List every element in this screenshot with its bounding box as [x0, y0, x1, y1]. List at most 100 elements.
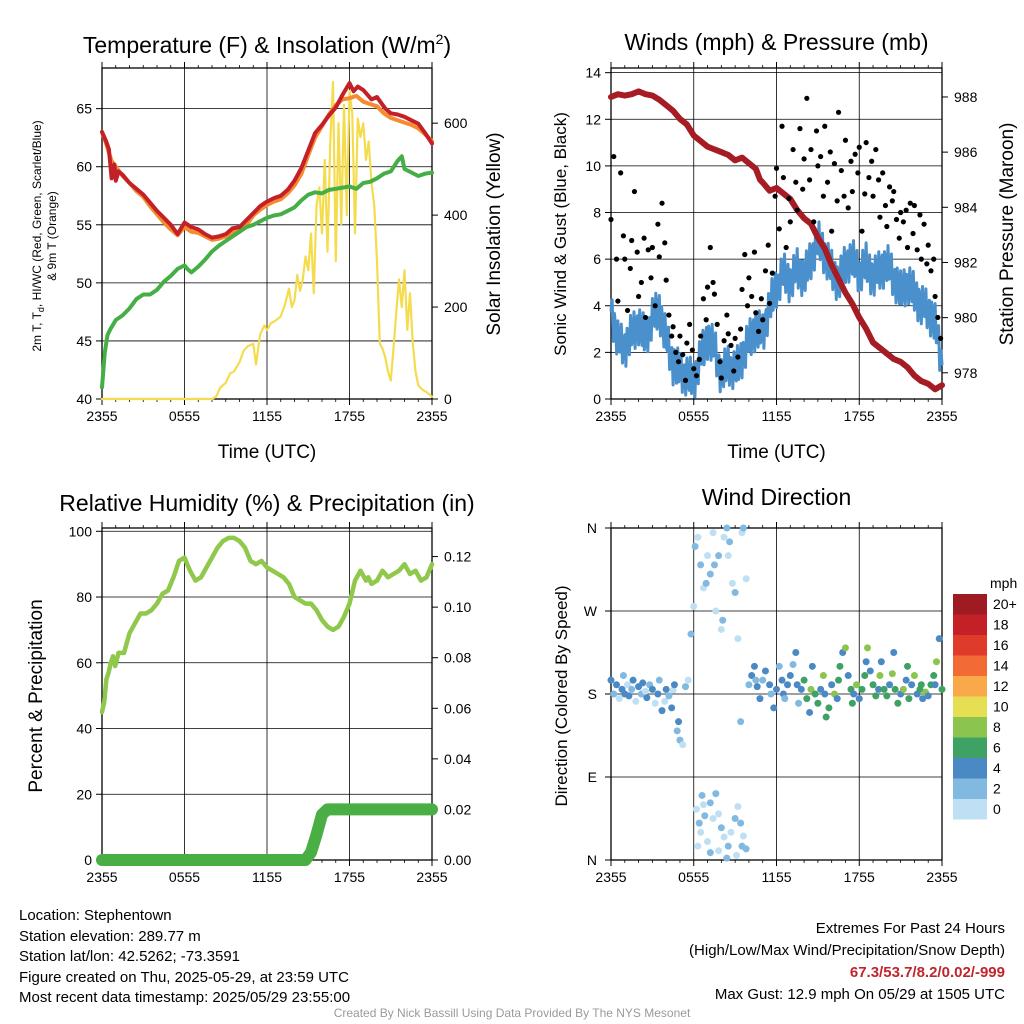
gust-point: [666, 312, 672, 318]
gust-point: [760, 317, 766, 323]
x-tick-label: 2355: [86, 869, 117, 885]
direction-point: [720, 833, 728, 841]
direction-point: [742, 575, 750, 583]
legend-label: 14: [993, 658, 1009, 674]
gust-point: [790, 146, 796, 153]
direction-point: [795, 699, 803, 707]
direction-point: [869, 681, 877, 689]
gust-point: [925, 242, 931, 248]
y2-tick-label: 200: [444, 299, 468, 315]
direction-point: [724, 842, 732, 850]
max-gust-text: Max Gust: 12.9 mph On 05/29 at 1505 UTC: [714, 986, 1005, 1003]
gust-point: [935, 314, 941, 321]
gust-point: [831, 160, 838, 167]
gust-point: [642, 314, 649, 321]
direction-point: [872, 692, 880, 700]
gust-point: [731, 368, 737, 374]
legend-swatch: [953, 676, 987, 697]
gust-point: [818, 153, 824, 160]
x-tick-label: 2355: [416, 869, 447, 885]
gust-point: [732, 335, 738, 341]
direction-point: [706, 849, 714, 857]
direction-point: [715, 810, 723, 818]
direction-point: [673, 727, 681, 735]
y-tick-label: 6: [593, 251, 601, 267]
y-tick-label: 60: [76, 655, 92, 671]
gust-point: [742, 251, 748, 258]
direction-point: [607, 676, 615, 684]
direction-point: [861, 672, 869, 680]
legend-label: 18: [993, 617, 1009, 633]
gust-point: [808, 146, 814, 153]
gust-point: [794, 207, 800, 213]
gust-point: [863, 139, 869, 146]
chart-title: Winds (mph) & Pressure (mb): [624, 29, 928, 55]
y2-tick-label: 0.02: [444, 801, 471, 817]
direction-point: [632, 697, 640, 705]
direction-point: [931, 681, 939, 689]
y2-tick-label: 0.04: [444, 751, 471, 767]
y-axis-label-line2: & 9m T (Orange): [45, 191, 59, 281]
gust-point: [693, 373, 700, 379]
gust-point: [891, 188, 897, 195]
gust-point: [751, 249, 758, 255]
gust-point: [898, 209, 904, 216]
gust-point: [645, 247, 651, 253]
y2-tick-label: 978: [954, 365, 978, 381]
series-dewpoint: [100, 154, 434, 390]
gust-point: [655, 221, 661, 227]
direction-point: [841, 644, 849, 652]
gust-point: [700, 296, 707, 302]
gust-point: [848, 158, 854, 164]
gust-point: [635, 293, 642, 300]
gust-point: [800, 186, 806, 192]
direction-point: [821, 690, 829, 698]
x-tick-label: 2355: [86, 408, 117, 424]
gust-point: [856, 144, 862, 150]
direction-point: [709, 529, 717, 537]
gust-point: [793, 179, 799, 185]
direction-point: [888, 670, 896, 678]
gust-point: [684, 340, 690, 346]
gust-point: [618, 170, 624, 176]
gust-point: [631, 188, 638, 195]
gust-point: [880, 170, 886, 176]
y2-axis-label: Solar Insolation (Yellow): [484, 132, 505, 335]
direction-point: [639, 679, 647, 687]
direction-point: [690, 602, 698, 610]
speed-legend: mph 20+ 18 16 14 12 10 8 6 4 2 0: [953, 575, 1017, 820]
gust-point: [910, 230, 916, 237]
gust-point: [762, 268, 769, 274]
direction-point: [745, 681, 753, 689]
direction-point: [728, 579, 736, 587]
direction-point: [814, 699, 822, 707]
gust-point: [893, 216, 900, 223]
gust-point: [765, 242, 771, 248]
direction-point: [731, 589, 739, 597]
gust-point: [822, 123, 828, 129]
direction-point: [734, 803, 742, 811]
direction-point: [770, 704, 778, 712]
direction-point: [750, 662, 758, 670]
direction-point: [759, 676, 767, 684]
gust-point: [852, 151, 858, 157]
direction-point: [806, 708, 814, 716]
direction-point: [766, 681, 774, 689]
gust-point: [725, 331, 731, 337]
direction-point: [625, 692, 633, 700]
gust-point: [648, 275, 654, 281]
direction-point: [615, 695, 623, 703]
y-axis-label: Direction (Colored By Speed): [552, 585, 571, 806]
x-tick-label: 0555: [678, 869, 709, 885]
direction-point: [753, 683, 761, 691]
gust-point: [813, 128, 820, 134]
direction-point: [724, 552, 732, 560]
gust-point: [900, 219, 906, 225]
direction-point: [833, 695, 841, 703]
y2-tick-label: 0.06: [444, 700, 471, 716]
direction-point: [715, 847, 723, 855]
gust-point: [744, 303, 751, 309]
x-tick-label: 1755: [844, 408, 875, 424]
